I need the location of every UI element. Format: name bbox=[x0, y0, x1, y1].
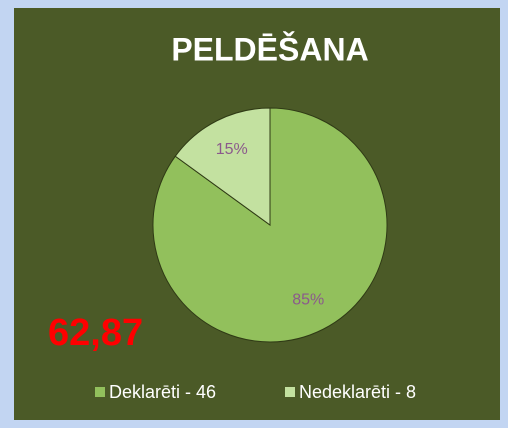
data-label: 85% bbox=[292, 291, 324, 308]
legend-marker bbox=[95, 387, 105, 397]
data-label: 15% bbox=[216, 141, 248, 158]
chart-title: PELDĒŠANA bbox=[171, 31, 368, 67]
legend-marker bbox=[285, 387, 295, 397]
annotation: 62,87 bbox=[48, 312, 143, 354]
legend-label: Nedeklarēti - 8 bbox=[299, 382, 416, 402]
legend-label: Deklarēti - 46 bbox=[109, 382, 216, 402]
pie-slice bbox=[174, 107, 271, 226]
